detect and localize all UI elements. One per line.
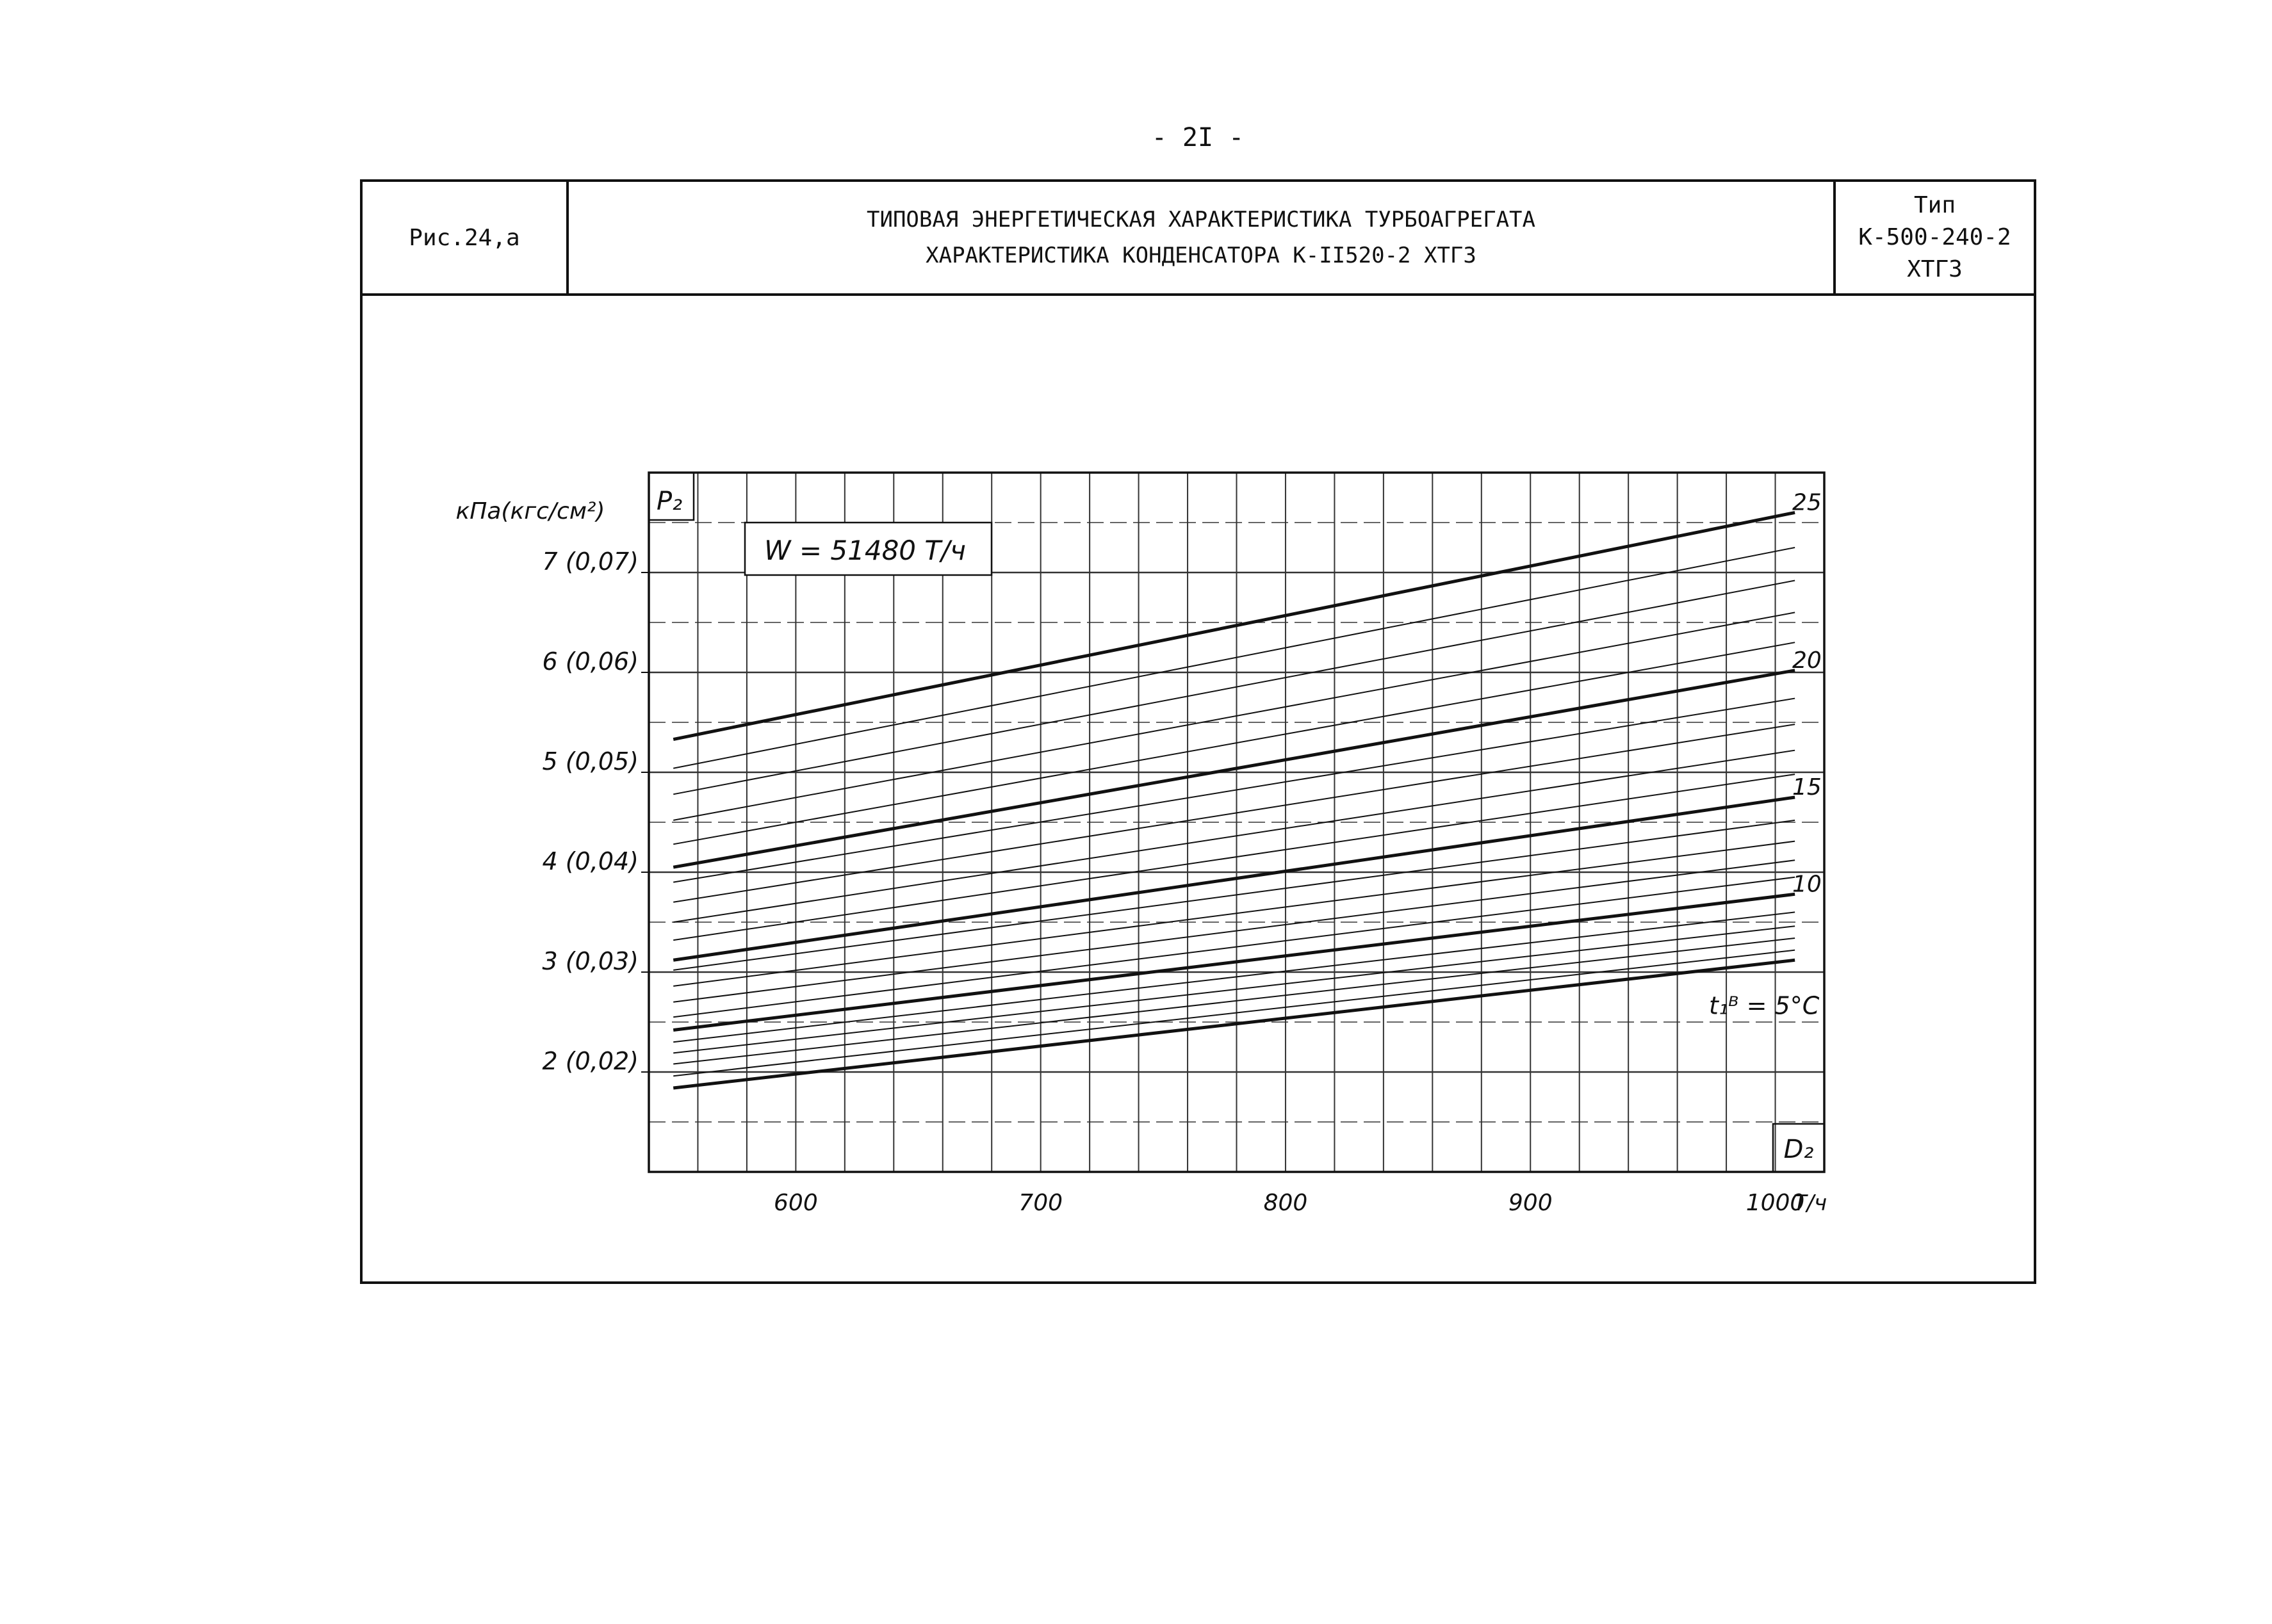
title-line-2: ХАРАКТЕРИСТИКА КОНДЕНСАТОРА К-II520-2 ХТ… bbox=[926, 243, 1476, 268]
curve-label-25: 25 bbox=[1792, 489, 1822, 516]
figure-frame: Рис.24,а ТИПОВАЯ ЭНЕРГЕТИЧЕСКАЯ ХАРАКТЕР… bbox=[360, 179, 2036, 1284]
y-symbol-box bbox=[648, 471, 695, 521]
y-axis-symbol: P₂ bbox=[657, 487, 682, 516]
x-tick-label: 900 bbox=[1508, 1190, 1553, 1216]
x-axis-symbol: D₂ bbox=[1784, 1135, 1814, 1164]
series-line-t17 bbox=[673, 749, 1795, 923]
x-tick-label: 700 bbox=[1018, 1190, 1063, 1216]
title-line-1: ТИПОВАЯ ЭНЕРГЕТИЧЕСКАЯ ХАРАКТЕРИСТИКА ТУ… bbox=[867, 207, 1535, 232]
curve-label-10: 10 bbox=[1792, 871, 1822, 897]
series-line-t24 bbox=[673, 547, 1795, 769]
series-line-t16 bbox=[673, 774, 1795, 941]
plot-area-border bbox=[648, 471, 1826, 1173]
curve-label-15: 15 bbox=[1792, 774, 1822, 800]
series-line-t21 bbox=[673, 642, 1795, 845]
series-line-t25 bbox=[673, 510, 1795, 741]
x-tick-label: 1000 bbox=[1746, 1190, 1805, 1216]
y-tick-label: 3 (0,03) bbox=[542, 947, 639, 975]
series-line-t13 bbox=[673, 840, 1795, 987]
page-number: - 2I - bbox=[1151, 123, 1245, 152]
y-tick-label: 4 (0,04) bbox=[542, 847, 639, 875]
curve-label-20: 20 bbox=[1792, 647, 1822, 674]
series-line-t5 bbox=[673, 958, 1795, 1090]
series-line-t20 bbox=[673, 669, 1795, 869]
grid-layer bbox=[648, 471, 1826, 1173]
x-axis-unit: Т/ч bbox=[1794, 1190, 1827, 1216]
type-label: Тип bbox=[1913, 192, 1956, 218]
series-line-t12 bbox=[673, 859, 1795, 1003]
title-cell: ТИПОВАЯ ЭНЕРГЕТИЧЕСКАЯ ХАРАКТЕРИСТИКА ТУ… bbox=[569, 182, 1836, 293]
series-line-t18 bbox=[673, 724, 1795, 903]
type-value: К-500-240-2 bbox=[1858, 224, 2011, 250]
x-tick-label: 600 bbox=[774, 1190, 818, 1216]
series-line-t22 bbox=[673, 612, 1795, 821]
y-axis-title: кПа(кгс/см²) bbox=[456, 498, 605, 524]
series-line-t15 bbox=[673, 795, 1795, 962]
y-tick-label: 7 (0,07) bbox=[542, 548, 639, 576]
series-line-t14 bbox=[673, 819, 1795, 971]
type-cell: Тип К-500-240-2 ХТГЗ bbox=[1836, 182, 2034, 293]
y-tick-label: 2 (0,02) bbox=[542, 1047, 639, 1075]
series-line-t8 bbox=[673, 925, 1795, 1054]
series-line-t10 bbox=[673, 892, 1795, 1032]
annotation-text: W = 51480 Т/ч bbox=[764, 535, 966, 566]
series-layer bbox=[673, 510, 1795, 1090]
series-line-t11 bbox=[673, 876, 1795, 1018]
y-tick-label: 6 (0,06) bbox=[542, 647, 639, 676]
temperature-label: t₁ᴮ = 5°C bbox=[1709, 991, 1820, 1019]
x-tick-label: 800 bbox=[1264, 1190, 1308, 1216]
series-line-t23 bbox=[673, 580, 1795, 795]
series-line-t7 bbox=[673, 937, 1795, 1065]
y-tick-label: 5 (0,05) bbox=[542, 747, 639, 775]
series-line-t9 bbox=[673, 911, 1795, 1043]
figure-label-cell: Рис.24,а bbox=[363, 182, 569, 293]
label-layer: 2 (0,02) 3 (0,03) 4 (0,04) 5 (0,05) 6 (0,06)… bbox=[456, 471, 1827, 1216]
series-line-t19 bbox=[673, 697, 1795, 883]
header-row: Рис.24,а ТИПОВАЯ ЭНЕРГЕТИЧЕСКАЯ ХАРАКТЕР… bbox=[363, 182, 2034, 296]
manufacturer-label: ХТГЗ bbox=[1907, 256, 1963, 282]
annotation-box bbox=[744, 521, 993, 576]
x-symbol-box bbox=[1772, 1123, 1826, 1173]
series-line-t6 bbox=[673, 949, 1795, 1077]
figure-label: Рис.24,а bbox=[409, 224, 520, 251]
